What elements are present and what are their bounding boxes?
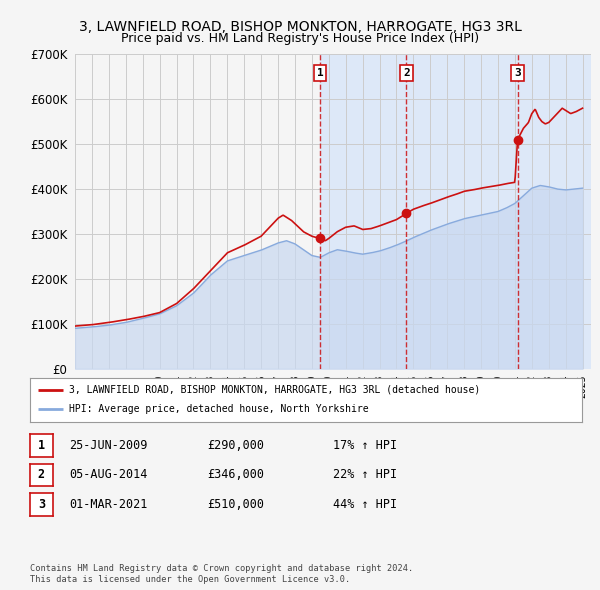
- Text: 1: 1: [317, 68, 323, 78]
- Text: 44% ↑ HPI: 44% ↑ HPI: [333, 498, 397, 511]
- Text: Contains HM Land Registry data © Crown copyright and database right 2024.: Contains HM Land Registry data © Crown c…: [30, 565, 413, 573]
- Text: 3: 3: [38, 498, 45, 511]
- Text: 25-JUN-2009: 25-JUN-2009: [69, 439, 148, 452]
- Text: £290,000: £290,000: [207, 439, 264, 452]
- Text: 2: 2: [403, 68, 410, 78]
- Text: 05-AUG-2014: 05-AUG-2014: [69, 468, 148, 481]
- Text: This data is licensed under the Open Government Licence v3.0.: This data is licensed under the Open Gov…: [30, 575, 350, 584]
- Bar: [406, 54, 518, 369]
- Text: 1: 1: [38, 439, 45, 452]
- Text: 3, LAWNFIELD ROAD, BISHOP MONKTON, HARROGATE, HG3 3RL (detached house): 3, LAWNFIELD ROAD, BISHOP MONKTON, HARRO…: [68, 385, 480, 395]
- Text: Price paid vs. HM Land Registry's House Price Index (HPI): Price paid vs. HM Land Registry's House …: [121, 32, 479, 45]
- Bar: [320, 54, 406, 369]
- Text: HPI: Average price, detached house, North Yorkshire: HPI: Average price, detached house, Nort…: [68, 405, 368, 414]
- Text: £510,000: £510,000: [207, 498, 264, 511]
- Text: 3, LAWNFIELD ROAD, BISHOP MONKTON, HARROGATE, HG3 3RL: 3, LAWNFIELD ROAD, BISHOP MONKTON, HARRO…: [79, 19, 521, 34]
- Text: 2: 2: [38, 468, 45, 481]
- Text: 17% ↑ HPI: 17% ↑ HPI: [333, 439, 397, 452]
- Text: £346,000: £346,000: [207, 468, 264, 481]
- Text: 22% ↑ HPI: 22% ↑ HPI: [333, 468, 397, 481]
- Text: 01-MAR-2021: 01-MAR-2021: [69, 498, 148, 511]
- Text: 3: 3: [514, 68, 521, 78]
- Bar: [518, 54, 591, 369]
